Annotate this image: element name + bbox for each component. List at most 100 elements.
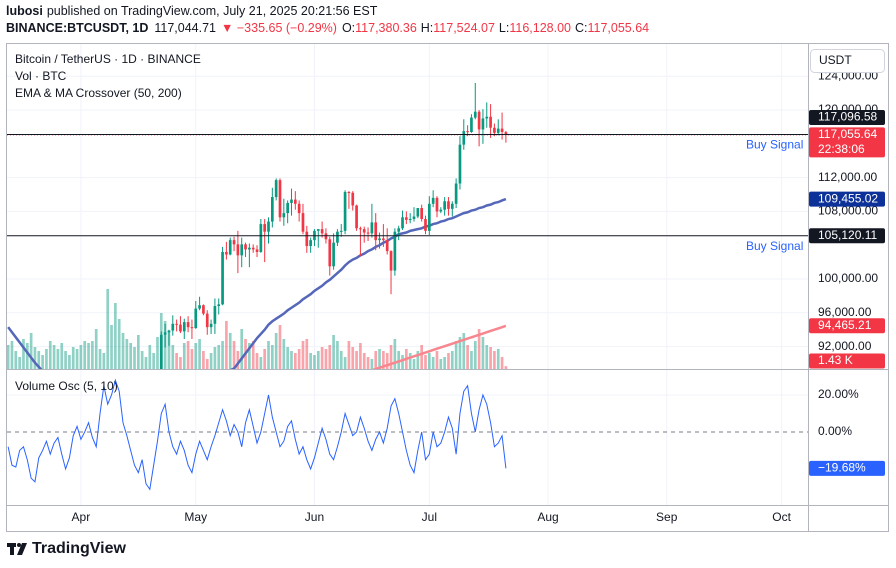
- x-tick-label: Aug: [537, 510, 558, 524]
- candle-body: [297, 203, 301, 214]
- volume-bar: [71, 347, 75, 369]
- candle-body: [462, 131, 466, 145]
- candle-body: [186, 322, 190, 328]
- volume-bar: [374, 351, 378, 369]
- volume-bar: [355, 351, 358, 369]
- volume-bar: [339, 351, 343, 369]
- volume-bar: [351, 347, 355, 369]
- volume-tag-text: 1.43 K: [818, 353, 853, 367]
- volume-bar: [37, 351, 41, 369]
- volume-bar: [91, 341, 94, 369]
- volume-bar: [240, 329, 244, 369]
- candle-body: [175, 323, 178, 325]
- candle-body: [405, 217, 408, 220]
- candle-body: [293, 199, 297, 204]
- volume-bar: [209, 353, 213, 369]
- ohlc-value: 116,128.00: [509, 21, 571, 35]
- volume-bar: [271, 345, 274, 369]
- volume-bar: [293, 353, 297, 369]
- volume-tag: 1.43 K: [809, 353, 885, 369]
- volume-bar: [278, 325, 282, 369]
- volume-bar: [102, 353, 106, 369]
- ohlc-label: L:: [499, 21, 509, 35]
- ohlc-label: O:: [342, 21, 355, 35]
- grid: [7, 43, 808, 505]
- oscillator-line: [7, 378, 507, 491]
- volume-bar: [412, 359, 416, 369]
- volume-bar: [343, 357, 347, 369]
- volume-bar: [87, 343, 90, 369]
- volume-bar: [221, 341, 224, 369]
- volume-bar: [504, 366, 508, 369]
- candle-body: [290, 199, 293, 203]
- candle-body: [221, 251, 224, 305]
- candle-body: [228, 240, 232, 255]
- volume-bar: [22, 339, 25, 369]
- volume-bar: [431, 357, 435, 369]
- candle-body: [171, 323, 175, 331]
- candle-body: [427, 203, 431, 231]
- candle-body: [470, 117, 473, 132]
- volume-bar: [225, 321, 228, 369]
- candle-body: [301, 213, 305, 232]
- candle-body: [274, 180, 278, 198]
- candle-body: [328, 239, 332, 267]
- candle-body: [263, 224, 267, 232]
- volume-bar: [362, 353, 366, 369]
- volume-bar: [152, 353, 155, 369]
- volume-bar: [14, 351, 18, 369]
- volume-bar: [83, 341, 87, 369]
- volume-bar: [202, 351, 205, 369]
- y-tick-label: 20.00%: [818, 387, 859, 401]
- price-pane: Buy Signal Buy Signal: [7, 82, 808, 369]
- volume-bar: [454, 341, 458, 369]
- candle-body: [248, 247, 251, 250]
- volume-bar: [167, 331, 171, 369]
- volume-bar: [56, 349, 60, 369]
- volume-bar: [435, 351, 439, 369]
- candle-body: [209, 323, 213, 328]
- volume-bar: [148, 345, 152, 369]
- volume-bar: [41, 355, 44, 369]
- candle-body: [286, 202, 289, 214]
- ohlc-value: 117,055.64: [588, 21, 650, 35]
- volume-bar: [7, 345, 10, 369]
- line-tag: 117,096.58: [809, 110, 885, 126]
- volume-bar: [466, 345, 469, 369]
- ohlc-value: 117,524.07: [433, 21, 495, 35]
- logo-mark: [10, 543, 14, 555]
- candle-body: [385, 240, 389, 252]
- volume-bar: [125, 339, 129, 369]
- published: published on TradingView.com, July 21, 2…: [47, 4, 378, 18]
- candle-body: [225, 251, 228, 255]
- volume-bar: [408, 353, 412, 369]
- volume-bar: [477, 329, 481, 369]
- candle-body: [366, 232, 370, 234]
- x-tick-label: Jun: [305, 510, 324, 524]
- volume-bar: [366, 357, 370, 369]
- volume-bar: [213, 347, 217, 369]
- volume-bar: [301, 341, 305, 369]
- volume-bar: [450, 351, 454, 369]
- candle-body: [362, 229, 366, 233]
- volume-bar: [121, 333, 125, 369]
- candle-body: [163, 332, 167, 335]
- publish-line: lubosi published on TradingView.com, July…: [6, 4, 378, 18]
- volume-bar: [60, 343, 64, 369]
- currency-button-box[interactable]: [810, 49, 885, 73]
- volume-bar: [481, 337, 485, 369]
- ohlc-label: C:: [575, 21, 588, 35]
- candle-body: [336, 231, 339, 243]
- currency-label[interactable]: USDT: [819, 53, 852, 67]
- volume-bar: [328, 345, 332, 369]
- currency-button[interactable]: USDT: [810, 49, 885, 73]
- volume-bar: [190, 349, 194, 369]
- y-tick-label: 100,000.00: [818, 271, 878, 285]
- volume-bar: [144, 357, 148, 369]
- volume-bar: [416, 351, 420, 369]
- volume-bar: [48, 341, 52, 369]
- volume-bar: [129, 343, 133, 369]
- volume-bar: [458, 337, 462, 369]
- candle-body: [504, 132, 508, 135]
